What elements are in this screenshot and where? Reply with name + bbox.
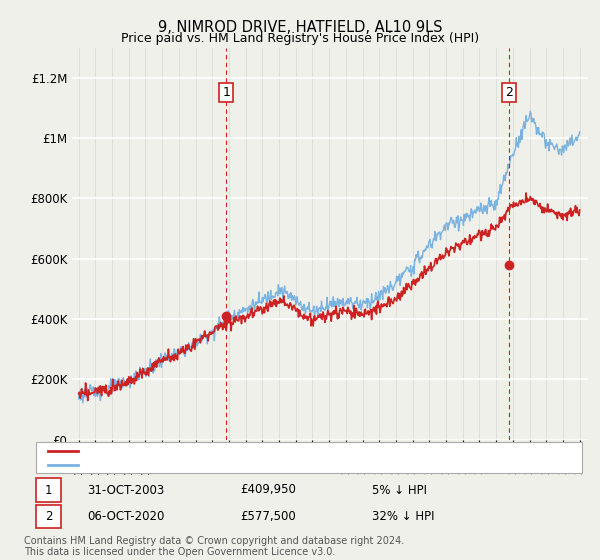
Text: 06-OCT-2020: 06-OCT-2020 xyxy=(87,510,164,523)
Text: 9, NIMROD DRIVE, HATFIELD, AL10 9LS: 9, NIMROD DRIVE, HATFIELD, AL10 9LS xyxy=(158,20,442,35)
Text: 2: 2 xyxy=(505,86,512,99)
Text: 5% ↓ HPI: 5% ↓ HPI xyxy=(372,483,427,497)
Text: £577,500: £577,500 xyxy=(240,510,296,523)
Text: HPI: Average price, detached house, Welwyn Hatfield: HPI: Average price, detached house, Welw… xyxy=(87,460,384,470)
Text: Price paid vs. HM Land Registry's House Price Index (HPI): Price paid vs. HM Land Registry's House … xyxy=(121,32,479,45)
Text: £409,950: £409,950 xyxy=(240,483,296,497)
Text: 31-OCT-2003: 31-OCT-2003 xyxy=(87,483,164,497)
Text: 32% ↓ HPI: 32% ↓ HPI xyxy=(372,510,434,523)
Text: 9, NIMROD DRIVE, HATFIELD, AL10 9LS (detached house): 9, NIMROD DRIVE, HATFIELD, AL10 9LS (det… xyxy=(87,446,406,456)
Text: 1: 1 xyxy=(45,483,52,497)
Text: 1: 1 xyxy=(222,86,230,99)
Text: Contains HM Land Registry data © Crown copyright and database right 2024.
This d: Contains HM Land Registry data © Crown c… xyxy=(24,535,404,557)
Text: 2: 2 xyxy=(45,510,52,523)
